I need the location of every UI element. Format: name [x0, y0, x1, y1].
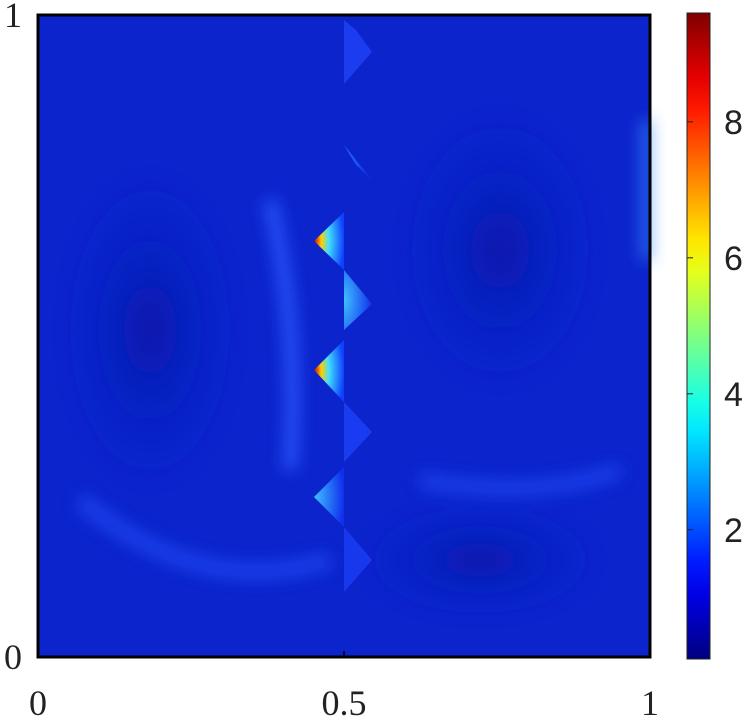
y-tick-label: 0: [4, 637, 22, 677]
colorbar-tick-label: 4: [724, 376, 743, 414]
colorbar-tick-label: 2: [724, 512, 743, 550]
y-tick-label: 1: [4, 0, 22, 35]
colorbar-tick-label: 6: [724, 240, 743, 278]
x-tick-label: 0.5: [322, 683, 367, 723]
x-tick-label: 0: [29, 683, 47, 723]
colorbar-tick-label: 8: [724, 104, 743, 142]
field: [38, 15, 650, 657]
colorbar: [686, 12, 711, 660]
x-tick-label: 1: [641, 683, 659, 723]
